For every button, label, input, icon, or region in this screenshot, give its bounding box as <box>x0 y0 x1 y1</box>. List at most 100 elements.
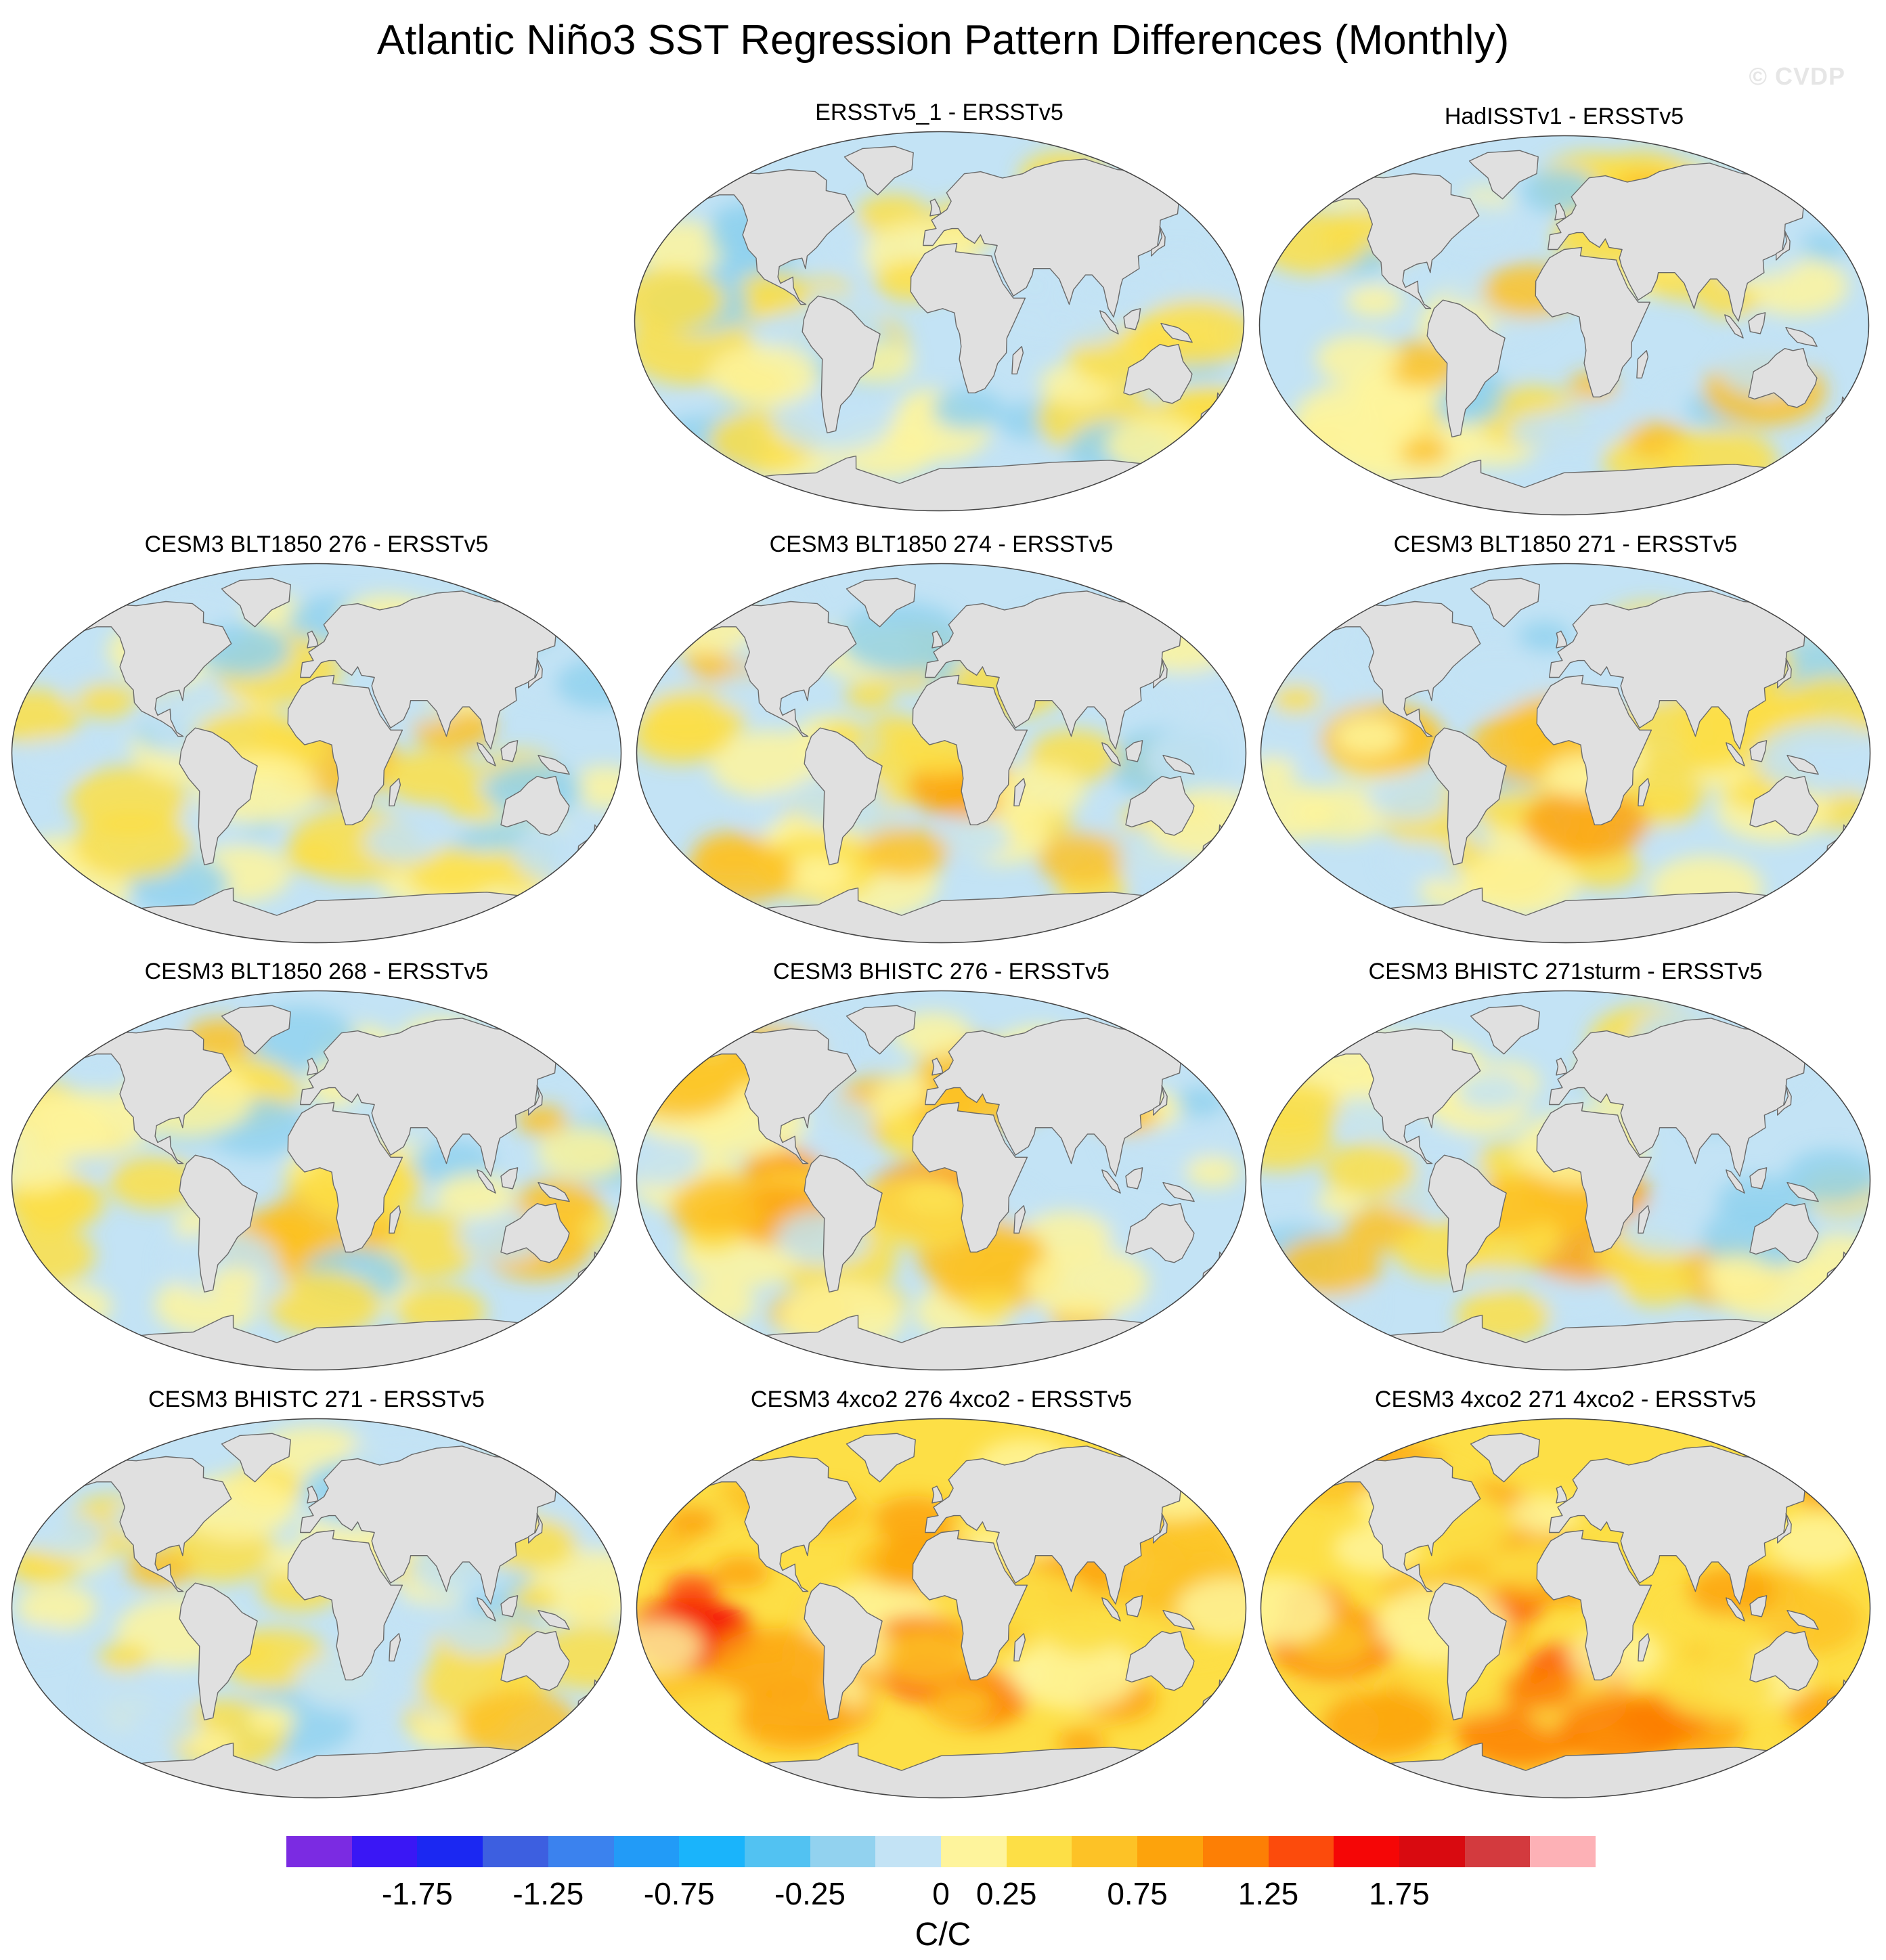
land-borneo <box>1125 1595 1143 1617</box>
land-south-america <box>1426 299 1506 438</box>
land-north-america <box>1324 173 1480 309</box>
land-africa <box>912 674 1028 825</box>
land-australia <box>500 1631 570 1691</box>
land-greenland <box>1470 1005 1540 1055</box>
sst-anomaly-patch <box>410 1714 472 1749</box>
sst-anomaly-patch <box>1767 1513 1865 1569</box>
sst-anomaly-patch <box>443 1615 514 1657</box>
cvdp-credit: © CVDP <box>1749 62 1845 90</box>
panel-title: CESM3 BLT1850 276 - ERSSTv5 <box>144 531 489 557</box>
land-borneo <box>1125 740 1143 762</box>
land-africa <box>912 1529 1028 1680</box>
land-borneo <box>500 1167 519 1190</box>
colorbar-segment <box>417 1836 483 1867</box>
sst-anomaly-patch <box>931 388 1005 430</box>
land-greenland <box>1470 578 1540 628</box>
sst-anomaly-patch <box>1260 1575 1334 1645</box>
colorbar-segment <box>1530 1836 1596 1867</box>
land-british-isles <box>1556 630 1568 649</box>
land-madagascar <box>1013 1633 1026 1661</box>
land-british-isles <box>1556 1485 1568 1504</box>
land-madagascar <box>1638 1633 1650 1661</box>
sst-anomaly-patch <box>1267 605 1359 657</box>
land-africa <box>1536 674 1652 825</box>
land-new-guinea <box>1786 754 1819 775</box>
land-sumatra <box>1726 1169 1745 1194</box>
sst-anomaly-patch <box>72 811 193 880</box>
land-south-america <box>179 727 258 866</box>
land-australia <box>500 776 570 836</box>
land-sumatra <box>477 1169 496 1194</box>
land-eurasia <box>1549 1018 1824 1177</box>
world-map <box>11 563 622 944</box>
land-british-isles <box>307 1058 319 1076</box>
land-eurasia <box>925 1018 1200 1177</box>
colorbar-segment <box>1268 1836 1334 1867</box>
land-greenland <box>1468 150 1539 200</box>
sst-anomaly-patch <box>1174 387 1244 427</box>
land-madagascar <box>1013 1205 1026 1234</box>
sst-anomaly-patch <box>1185 1156 1240 1188</box>
land-eurasia <box>1549 590 1824 749</box>
sst-anomaly-patch <box>711 1556 770 1590</box>
map-border <box>634 131 1245 512</box>
land-new-guinea <box>1786 1181 1819 1202</box>
land-eurasia <box>925 1445 1200 1605</box>
land-eurasia <box>300 590 575 749</box>
sst-anomaly-patch <box>1383 841 1454 882</box>
panel-title: CESM3 BHISTC 276 - ERSSTv5 <box>773 959 1110 984</box>
world-map <box>636 563 1247 944</box>
sst-anomaly-patch <box>209 1267 262 1299</box>
land-new-guinea <box>538 1181 570 1202</box>
colorbar-tick-label: -1.75 <box>381 1876 453 1911</box>
world-map <box>11 990 622 1371</box>
land-japan <box>1777 657 1792 689</box>
colorbar-segment <box>810 1836 876 1867</box>
panel-title: CESM3 BLT1850 268 - ERSSTv5 <box>144 959 489 984</box>
sst-anomaly-patch <box>711 1628 839 1701</box>
colorbar-segment <box>548 1836 614 1867</box>
sst-anomaly-patch <box>1293 381 1425 457</box>
land-madagascar <box>1013 778 1026 806</box>
sst-anomaly-patch <box>1367 775 1448 821</box>
sst-anomaly-patch <box>1705 1255 1771 1292</box>
land-australia <box>1125 776 1195 836</box>
sst-anomaly-patch <box>1037 833 1128 885</box>
land-sumatra <box>1101 1597 1121 1621</box>
sst-anomaly-patch <box>786 856 850 893</box>
sst-anomaly-patch <box>364 819 441 864</box>
sst-anomaly-patch <box>1144 724 1246 793</box>
map-panel: CESM3 BLT1850 268 - ERSSTv5 <box>10 957 623 1376</box>
panel-title: CESM3 4xco2 271 4xco2 - ERSSTv5 <box>1374 1387 1757 1412</box>
colorbar-segment <box>875 1836 942 1867</box>
land-british-isles <box>307 630 319 649</box>
sst-anomaly-patch <box>1334 716 1403 756</box>
sst-anomaly-patch <box>1502 1667 1577 1710</box>
land-japan <box>1776 230 1791 261</box>
sst-anomaly-patch <box>1785 1689 1868 1737</box>
sst-anomaly-patch <box>1522 787 1648 859</box>
land-south-america <box>804 1154 883 1293</box>
sst-anomaly-patch <box>1025 1248 1149 1318</box>
land-africa <box>1536 1529 1652 1680</box>
sst-anomaly-patch <box>634 268 725 331</box>
land-greenland <box>846 578 916 628</box>
sst-anomaly-patch <box>1660 1654 1775 1720</box>
land-new-guinea <box>1785 326 1818 347</box>
land-eurasia <box>925 590 1200 749</box>
sst-anomaly-patch <box>512 821 621 886</box>
sst-anomaly-patch <box>1346 284 1403 318</box>
sst-anomaly-patch <box>1441 1554 1495 1585</box>
panel-title: CESM3 BHISTC 271 - ERSSTv5 <box>148 1387 485 1412</box>
sst-anomaly-patch <box>1617 1263 1694 1307</box>
land-madagascar <box>1638 778 1650 806</box>
sst-anomaly-patch <box>12 689 81 744</box>
map-panel: CESM3 BHISTC 276 - ERSSTv5 <box>635 957 1248 1376</box>
colorbar-tick-label: -0.75 <box>643 1876 715 1911</box>
sst-anomaly-patch <box>845 681 894 710</box>
land-greenland <box>846 1005 916 1055</box>
world-map <box>1258 135 1870 516</box>
land-japan <box>1153 1085 1168 1116</box>
sst-anomaly-patch <box>1456 1072 1527 1112</box>
colorbar-segment <box>679 1836 745 1867</box>
